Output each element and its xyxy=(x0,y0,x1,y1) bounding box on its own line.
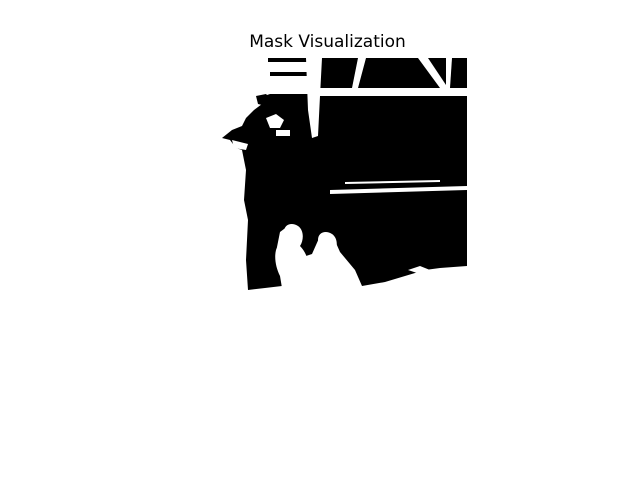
mask-gap-upper-left-2 xyxy=(276,130,290,136)
mask-fragment-left-blob xyxy=(256,94,272,106)
mask-beam-horizontal xyxy=(318,88,467,96)
mask-gap-upper-left xyxy=(266,114,284,128)
mask-small-spot xyxy=(408,266,430,274)
mask-fragment-top-left-2 xyxy=(270,72,310,76)
mask-silhouette-right xyxy=(306,232,362,288)
figure-title: Mask Visualization xyxy=(249,32,406,52)
mask-beam-vertical xyxy=(306,58,322,138)
mask-silhouette-left xyxy=(275,224,309,288)
mask-streak xyxy=(330,186,467,194)
mask-beam-left-diagonal xyxy=(352,58,366,88)
mask-beam-right-vertical xyxy=(446,58,452,88)
mask-region-main xyxy=(222,58,467,290)
mask-streak-2 xyxy=(345,180,440,184)
mask-gap-left-edge xyxy=(232,140,248,150)
mask-fragment-top-left xyxy=(268,58,312,62)
mask-beam-right-diagonal xyxy=(418,58,448,88)
